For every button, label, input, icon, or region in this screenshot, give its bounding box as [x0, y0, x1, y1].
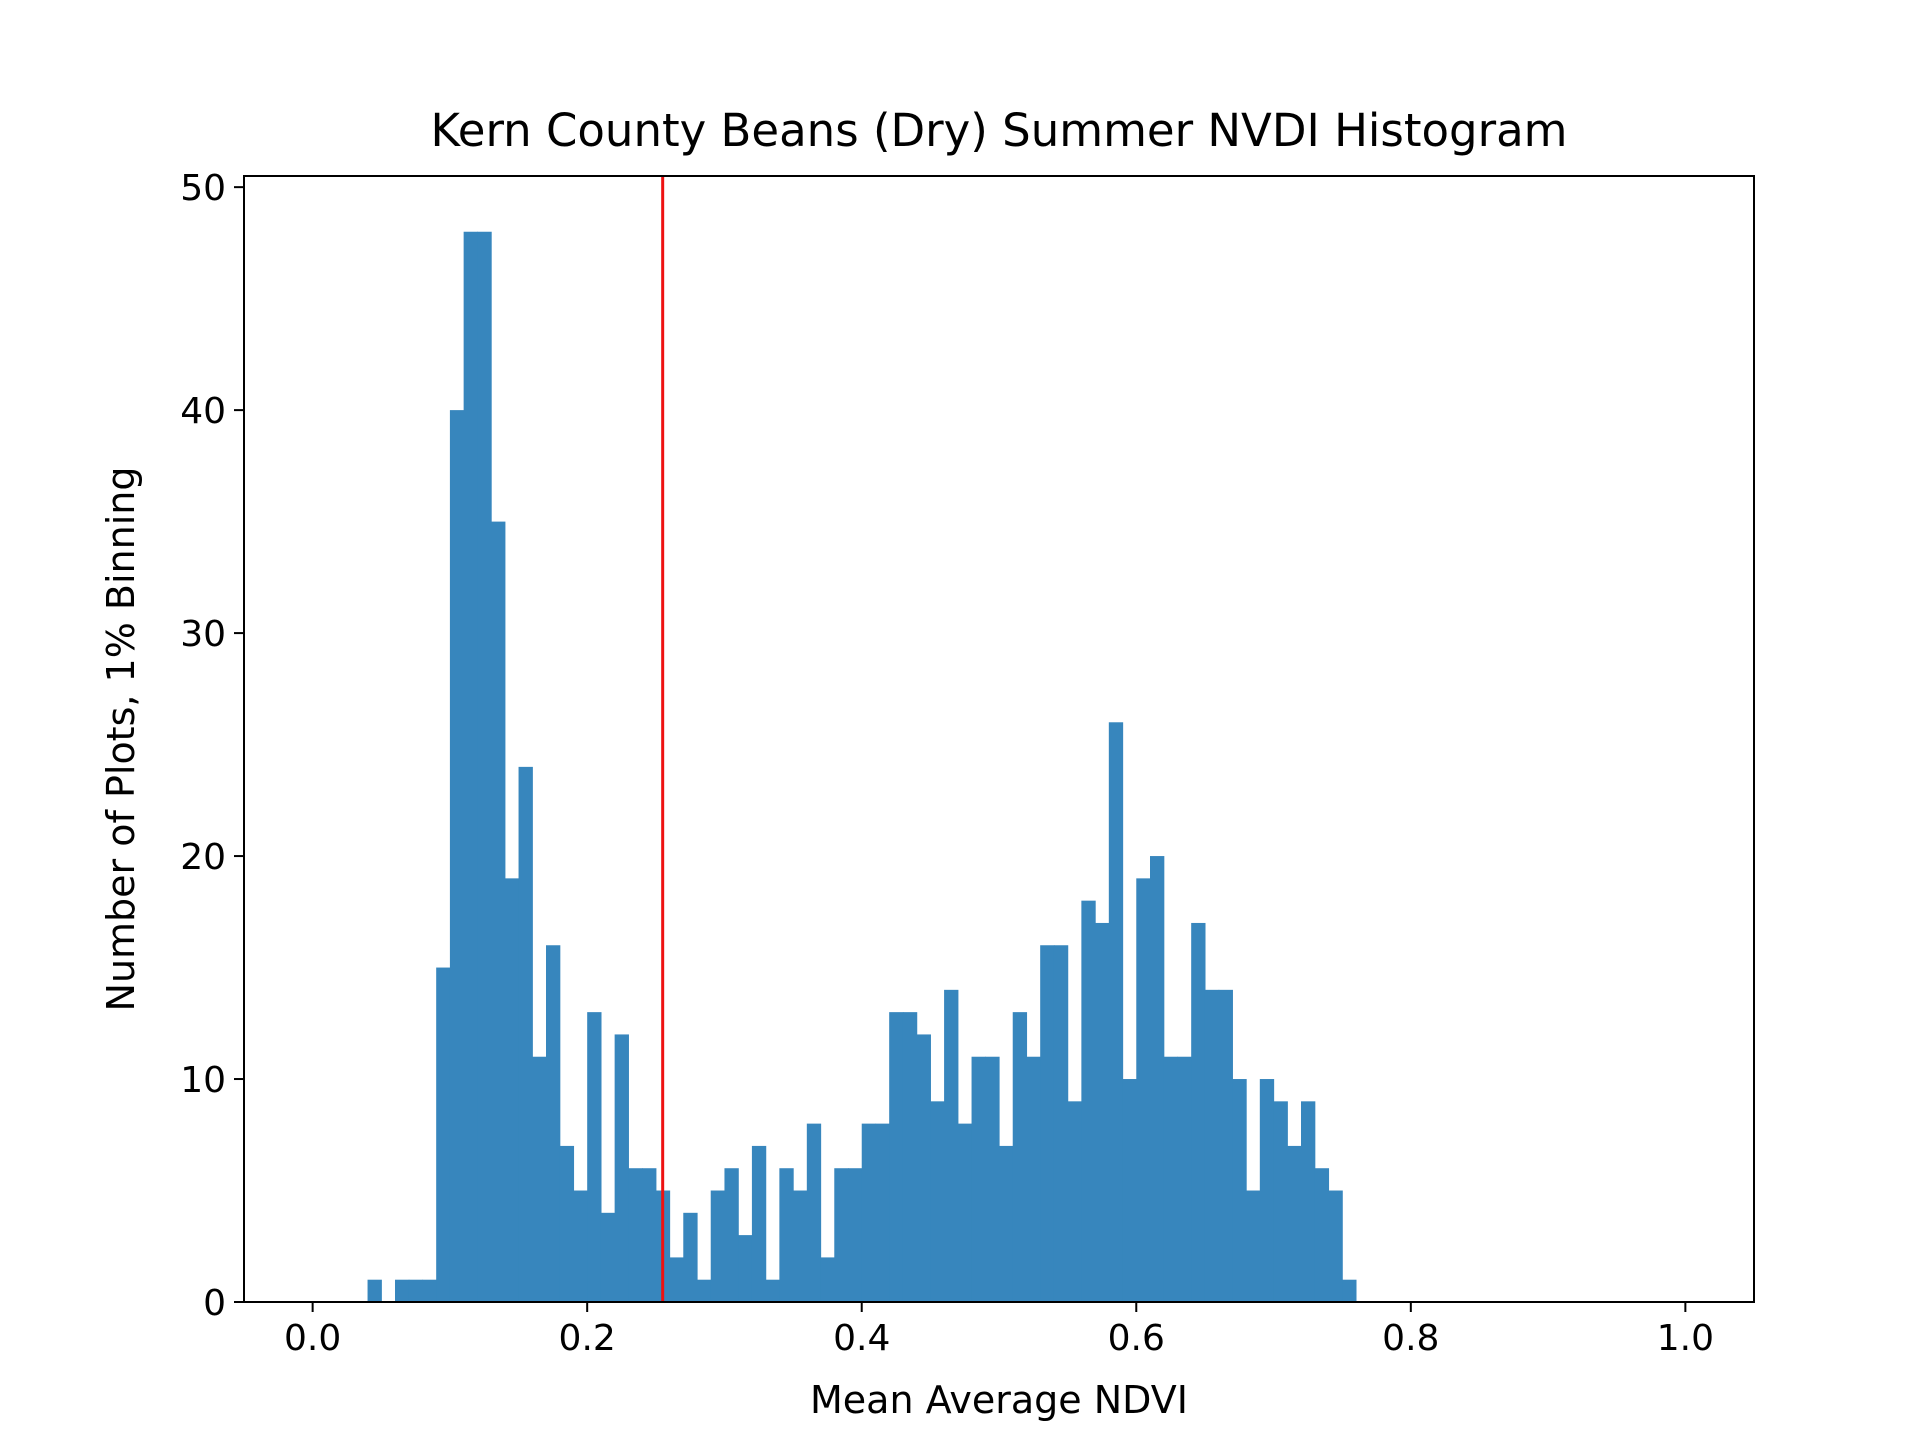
histogram-bar	[902, 1012, 918, 1302]
y-tick-label: 10	[180, 1060, 226, 1101]
histogram-bar	[751, 1145, 767, 1302]
y-tick-label: 50	[180, 168, 226, 209]
x-tick-label: 0.2	[559, 1318, 616, 1359]
histogram-bar	[1191, 922, 1206, 1302]
histogram-bar	[1012, 1012, 1028, 1302]
histogram-bar	[1232, 1079, 1247, 1302]
histogram-bar	[449, 410, 465, 1303]
histogram-bar	[491, 521, 506, 1302]
histogram-bar	[1108, 722, 1124, 1302]
histogram-bar	[1122, 1079, 1137, 1302]
histogram-bar	[573, 1190, 588, 1302]
histogram-bar	[944, 989, 959, 1302]
histogram-bar	[669, 1257, 684, 1302]
histogram-bar	[1067, 1101, 1082, 1302]
histogram-bar	[408, 1279, 424, 1302]
histogram-bar	[1150, 856, 1165, 1302]
histogram-bar	[518, 766, 533, 1302]
histogram-bar	[532, 1056, 547, 1302]
histogram-bar	[875, 1123, 890, 1302]
histogram-bar	[738, 1235, 753, 1302]
histogram-bar	[600, 1212, 616, 1302]
histogram-bar	[587, 1012, 602, 1302]
histogram-bar	[614, 1034, 629, 1302]
histogram-bar	[806, 1123, 822, 1302]
y-tick-label: 30	[180, 614, 226, 655]
histogram-bar	[1204, 989, 1220, 1302]
histogram-bar	[916, 1034, 931, 1302]
x-tick-label: 0.0	[284, 1318, 341, 1359]
histogram-bar	[848, 1168, 863, 1302]
x-tick-label: 0.4	[833, 1318, 890, 1359]
histogram-bar	[477, 231, 492, 1303]
chart-title: Kern County Beans (Dry) Summer NVDI Hist…	[430, 104, 1567, 157]
histogram-bar	[957, 1123, 973, 1302]
histogram-bar	[971, 1056, 986, 1302]
histogram-bar	[779, 1168, 794, 1302]
histogram-bar	[724, 1168, 739, 1302]
histogram-bar	[642, 1168, 657, 1302]
histogram-bar	[422, 1279, 437, 1302]
histogram-bar	[889, 1012, 904, 1302]
histogram-bar	[985, 1056, 1000, 1302]
histogram-bar	[1328, 1190, 1343, 1302]
histogram-bar	[1081, 900, 1096, 1302]
histogram-bar	[1301, 1101, 1316, 1302]
histogram-bar	[1273, 1101, 1288, 1302]
histogram-bar	[820, 1257, 835, 1302]
histogram-bar	[1040, 945, 1055, 1302]
histogram-bar	[834, 1168, 849, 1302]
y-tick-label: 20	[180, 837, 226, 878]
histogram-bar	[1246, 1190, 1261, 1302]
histogram-bar	[793, 1190, 808, 1302]
histogram-bar	[367, 1279, 382, 1302]
histogram-bar	[1342, 1279, 1357, 1302]
histogram-bar	[463, 231, 478, 1303]
plot-area-frame	[243, 175, 1755, 1303]
histogram-bar	[1259, 1079, 1275, 1302]
histogram-bar	[436, 967, 451, 1302]
histogram-bar	[765, 1279, 780, 1302]
histogram-bar	[546, 945, 561, 1302]
histogram-bar	[1026, 1056, 1041, 1302]
histogram-bar	[1177, 1056, 1192, 1302]
y-axis-ticks: 0 10 20 30 40 50	[180, 168, 244, 1324]
histogram-bar	[1218, 989, 1233, 1302]
x-tick-label: 0.8	[1382, 1318, 1439, 1359]
y-axis-title: Number of Plots, 1% Binning	[99, 467, 143, 1012]
histogram-bar	[504, 878, 520, 1302]
histogram-bar	[1314, 1168, 1330, 1302]
histogram-bar	[1136, 878, 1151, 1302]
x-tick-label: 1.0	[1657, 1318, 1714, 1359]
histogram-bar	[930, 1101, 945, 1302]
histogram-bar	[628, 1168, 643, 1302]
histogram-bar	[683, 1212, 698, 1302]
histogram-bar	[861, 1123, 877, 1302]
x-tick-label: 0.6	[1108, 1318, 1165, 1359]
histogram-bar	[1163, 1056, 1179, 1302]
y-tick-label: 40	[180, 391, 226, 432]
x-axis-ticks: 0.0 0.2 0.4 0.6 0.8 1.0	[284, 1302, 1714, 1359]
bars-group	[367, 231, 1357, 1303]
histogram-bar	[1095, 922, 1110, 1302]
histogram-bar	[1053, 945, 1069, 1302]
histogram-bar	[1287, 1145, 1302, 1302]
x-axis-title: Mean Average NDVI	[810, 1378, 1188, 1422]
histogram-bar	[697, 1279, 712, 1302]
histogram-bar	[395, 1279, 410, 1302]
y-tick-label: 0	[203, 1283, 226, 1324]
histogram-bar	[710, 1190, 726, 1302]
histogram-bar	[999, 1145, 1014, 1302]
histogram-bar	[559, 1145, 575, 1302]
